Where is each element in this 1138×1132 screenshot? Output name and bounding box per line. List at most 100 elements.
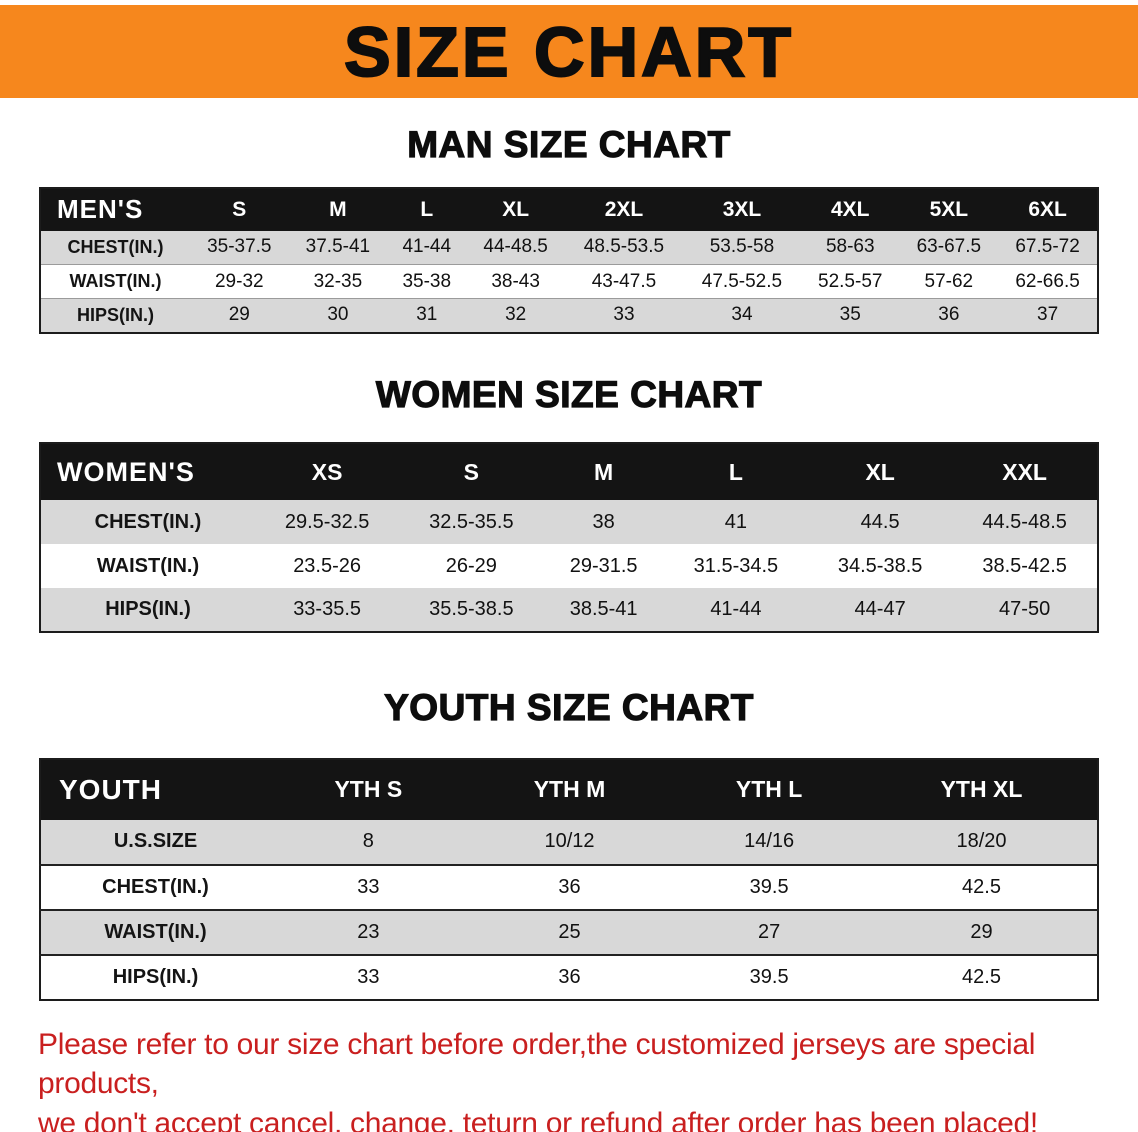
row-label: CHEST(IN.) [94,510,202,533]
row-label: CHEST(IN.) [102,875,209,898]
size-value-cell: 52.5-57 [818,270,883,292]
size-value-cell: 47.5-52.5 [701,270,783,292]
table-row: CHEST(IN.) 29.5-32.5 32.5-35.5 38 41 44.5 44.5… [40,500,1098,545]
size-value-cell: 36 [558,875,581,898]
size-value-cell: 41 [724,510,748,533]
size-column-header: XL [865,458,895,485]
size-value-cell: 38 [592,510,615,533]
youth-size-table: YOUTH YTH S YTH M YTH L YTH XL U.S.SIZE 8 10/12… [39,757,1099,1001]
size-column-header: XXL [1002,458,1047,485]
size-column-header: 2XL [604,197,644,221]
men-size-table: MEN'S S M L XL 2XL 3XL 4XL 5XL 6XL CHEST(IN.) 35-37… [39,186,1099,334]
row-label: WAIST(IN.) [69,271,162,292]
table-name-label: WOMEN'S [57,456,195,487]
size-column-header: M [329,197,347,221]
size-value-cell: 26-29 [445,554,497,577]
size-value-cell: 35 [839,304,861,326]
table-name-label: YOUTH [59,773,162,805]
size-value-cell: 33 [357,965,380,988]
size-value-cell: 42.5 [962,875,1001,898]
size-value-cell: 29.5-32.5 [284,510,370,533]
size-column-header: 5XL [929,197,969,221]
table-name-label: MEN'S [57,194,144,225]
size-value-cell: 41-44 [402,236,452,258]
size-value-cell: 42.5 [962,965,1001,988]
size-value-cell: 44.5-48.5 [982,510,1067,533]
size-column-header: M [594,458,614,485]
size-value-cell: 35-37.5 [207,236,272,258]
size-value-cell: 34.5-38.5 [837,554,923,577]
size-value-cell: 27 [758,920,781,943]
size-value-cell: 32-35 [313,270,363,292]
size-value-cell: 39.5 [749,965,789,988]
size-value-cell: 44.5 [860,510,900,533]
size-value-cell: 58-63 [825,236,875,258]
size-column-header: 6XL [1028,197,1067,221]
size-value-cell: 47-50 [999,598,1051,621]
women-section-heading: WOMEN SIZE CHART [375,373,763,415]
size-chart-page: SIZE CHART MAN SIZE CHART MEN'S S M L XL 2XL 3… [0,5,1138,1132]
size-column-header: S [232,197,247,221]
size-value-cell: 57-62 [924,270,974,292]
row-label: HIPS(IN.) [112,965,199,988]
size-value-cell: 32 [505,304,527,326]
disclaimer-line-1: Please refer to our size chart before or… [38,1027,1036,1101]
size-value-cell: 8 [362,830,374,853]
size-column-header: L [420,197,434,221]
size-value-cell: 29 [228,304,250,326]
size-column-header: L [728,458,743,485]
row-label: HIPS(IN.) [76,304,154,325]
table-header-row: YOUTH YTH S YTH M YTH L YTH XL [40,758,1098,820]
men-section-heading: MAN SIZE CHART [407,123,731,165]
table-row: CHEST(IN.) 35-37.5 37.5-41 41-44 44-48.5 48.5… [40,230,1098,265]
size-value-cell: 23 [357,920,380,943]
size-chart-banner: SIZE CHART [0,5,1138,98]
row-label: U.S.SIZE [113,830,198,853]
size-value-cell: 63-67.5 [916,236,982,258]
youth-section-heading: YOUTH SIZE CHART [384,687,754,729]
size-column-header: YTH XL [940,776,1023,803]
size-value-cell: 53.5-58 [709,236,775,258]
youth-section: YOUTH SIZE CHART YOUTH YTH S YTH M YTH L YTH… [0,687,1138,1001]
size-value-cell: 33-35.5 [293,598,362,621]
size-value-cell: 38.5-42.5 [982,554,1067,577]
size-value-cell: 38.5-41 [569,598,638,621]
size-value-cell: 25 [558,920,581,943]
size-value-cell: 35.5-38.5 [429,598,514,621]
size-value-cell: 29-32 [214,270,264,292]
size-value-cell: 33 [357,875,380,898]
banner-title: SIZE CHART [343,12,794,92]
size-value-cell: 38-43 [491,270,540,292]
size-value-cell: 32.5-35.5 [429,510,514,533]
size-value-cell: 34 [731,304,753,326]
size-value-cell: 29-31.5 [569,554,638,577]
size-value-cell: 48.5-53.5 [583,236,665,258]
size-value-cell: 39.5 [749,875,789,898]
size-column-header: YTH S [334,776,403,803]
disclaimer: Please refer to our size chart before or… [38,1025,1118,1132]
size-value-cell: 31 [416,304,438,326]
row-label: WAIST(IN.) [104,920,207,943]
size-column-header: 4XL [830,197,870,221]
disclaimer-line-2: we don't accept cancel, change, teturn o… [38,1106,1038,1132]
size-value-cell: 44-48.5 [483,236,548,258]
size-column-header: YTH M [533,776,606,803]
size-value-cell: 62-66.5 [1015,270,1080,292]
men-section: MAN SIZE CHART MEN'S S M L XL 2XL 3XL 4XL 5XL 6XL… [0,123,1138,334]
table-row: U.S.SIZE 8 10/12 14/16 18/20 [40,819,1098,865]
size-value-cell: 33 [613,304,635,326]
table-row: HIPS(IN.) 29 30 31 32 33 34 35 36 37 [40,298,1098,333]
size-value-cell: 43-47.5 [591,270,657,292]
size-column-header: S [463,458,480,485]
row-label: HIPS(IN.) [105,598,191,621]
size-value-cell: 35-38 [402,270,452,292]
size-value-cell: 67.5-72 [1015,236,1080,258]
table-row: WAIST(IN.) 23 25 27 29 [40,909,1098,955]
size-value-cell: 41-44 [710,598,762,621]
table-header-row: MEN'S S M L XL 2XL 3XL 4XL 5XL 6XL [40,187,1098,231]
size-value-cell: 37 [1037,304,1059,326]
row-label: CHEST(IN.) [67,236,164,257]
size-value-cell: 14/16 [744,830,795,853]
size-value-cell: 36 [938,304,960,326]
size-value-cell: 10/12 [544,830,595,853]
